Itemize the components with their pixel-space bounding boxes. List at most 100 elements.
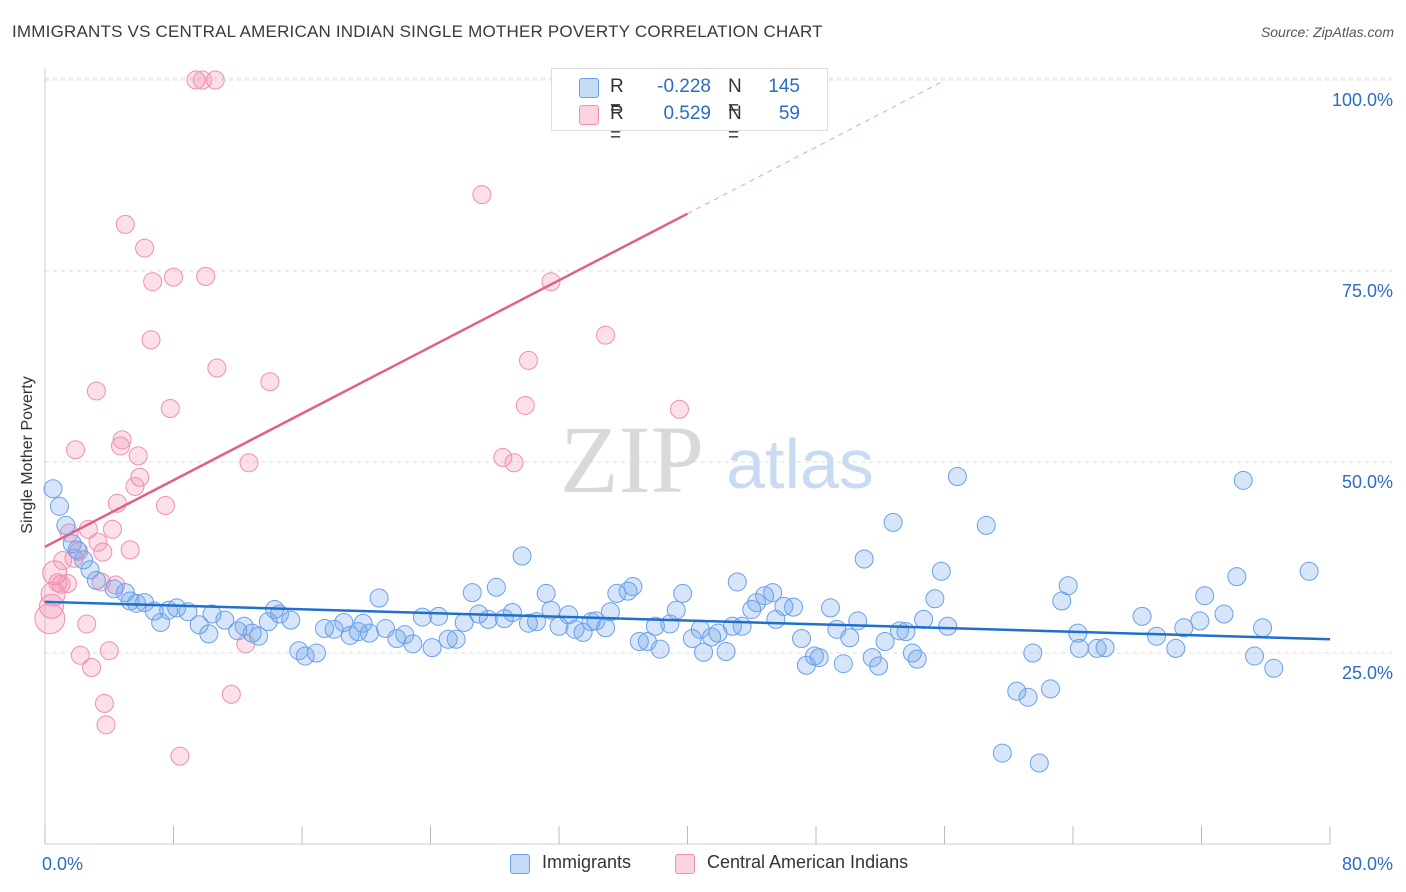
data-point-central-american-indians — [53, 551, 73, 571]
data-point-immigrants — [875, 632, 895, 652]
data-point-central-american-indians — [518, 350, 538, 370]
data-point-central-american-indians — [239, 453, 259, 473]
data-point-immigrants — [607, 583, 627, 603]
data-point-immigrants — [536, 583, 556, 603]
data-point-immigrants — [848, 611, 868, 631]
data-point-central-american-indians — [120, 540, 140, 560]
data-point-central-american-indians — [110, 436, 130, 456]
data-point-immigrants — [559, 605, 579, 625]
data-point-central-american-indians — [155, 496, 175, 516]
gridlines — [45, 77, 1392, 654]
data-point-central-american-indians — [143, 272, 163, 292]
legend-n-value: 145 — [768, 76, 800, 97]
data-point-immigrants — [833, 654, 853, 674]
data-point-immigrants — [1245, 646, 1265, 666]
correlation-legend: R = -0.228 N = 145 R = 0.529 N = 59 — [551, 68, 828, 146]
data-point-immigrants — [486, 577, 506, 597]
data-point-immigrants — [462, 583, 482, 603]
data-point-immigrants — [258, 612, 278, 632]
data-point-central-american-indians — [135, 238, 155, 258]
data-point-immigrants — [1023, 643, 1043, 663]
data-point-central-american-indians — [141, 330, 161, 350]
y-tick-label: 25.0% — [1342, 663, 1393, 683]
data-point-immigrants — [1069, 638, 1089, 658]
data-point-immigrants — [49, 496, 69, 516]
data-point-immigrants — [281, 610, 301, 630]
data-point-central-american-indians — [66, 440, 86, 460]
data-point-immigrants — [369, 588, 389, 608]
data-point-central-american-indians — [99, 641, 119, 661]
data-point-immigrants — [732, 616, 752, 636]
data-point-immigrants — [446, 629, 466, 649]
data-point-immigrants — [774, 596, 794, 616]
data-point-immigrants — [314, 619, 334, 639]
chart-title: IMMIGRANTS VS CENTRAL AMERICAN INDIAN SI… — [12, 22, 823, 41]
legend-r-value: 0.529 — [663, 103, 711, 124]
data-point-central-american-indians — [40, 581, 66, 607]
data-point-central-american-indians — [130, 467, 150, 487]
data-point-immigrants — [763, 583, 783, 603]
data-point-immigrants — [1018, 687, 1038, 707]
trend-line-extension — [687, 80, 945, 215]
legend-swatch-blue — [579, 78, 599, 98]
data-point-immigrants — [429, 606, 449, 626]
data-point-immigrants — [1029, 753, 1049, 773]
data-point-immigrants — [67, 540, 87, 560]
data-point-immigrants — [840, 628, 860, 648]
data-point-immigrants — [541, 600, 561, 620]
legend-n-label: N = — [728, 76, 742, 119]
data-point-central-american-indians — [196, 266, 216, 286]
data-point-immigrants — [167, 598, 187, 618]
legend-label-immigrants: Immigrants — [542, 852, 632, 872]
legend-swatch-pink — [579, 105, 599, 125]
data-point-immigrants — [809, 648, 829, 668]
data-point-immigrants — [359, 623, 379, 643]
data-point-immigrants — [673, 583, 693, 603]
series-legend: Immigrants Central American Indians — [0, 852, 1406, 878]
legend-label-central-american-indians: Central American Indians — [707, 852, 909, 872]
tick-labels: 25.0% 50.0% 75.0% 100.0% 0.0% 80.0% — [42, 90, 1393, 874]
data-point-immigrants — [1214, 604, 1234, 624]
data-point-central-american-indians — [93, 542, 113, 562]
data-point-immigrants — [645, 616, 665, 636]
data-point-immigrants — [56, 515, 76, 535]
data-point-immigrants — [586, 611, 606, 631]
data-point-central-american-indians — [205, 70, 225, 90]
data-point-central-american-indians — [94, 693, 114, 713]
data-point-immigrants — [1233, 470, 1253, 490]
data-point-immigrants — [573, 622, 593, 642]
data-point-immigrants — [1166, 638, 1186, 658]
x-tick-label: 0.0% — [42, 854, 83, 874]
legend-swatch-pink — [675, 854, 695, 874]
data-point-immigrants — [820, 598, 840, 618]
data-point-immigrants — [883, 512, 903, 532]
data-point-immigrants — [43, 479, 63, 499]
data-point-immigrants — [1058, 576, 1078, 596]
y-tick-label: 100.0% — [1332, 90, 1393, 110]
data-point-central-american-indians — [57, 573, 77, 593]
data-point-immigrants — [144, 601, 164, 621]
data-point-central-american-indians — [504, 453, 524, 473]
y-tick-label: 50.0% — [1342, 472, 1393, 492]
data-point-central-american-indians — [515, 395, 535, 415]
data-point-immigrants — [600, 602, 620, 622]
data-point-central-american-indians — [207, 358, 227, 378]
data-point-immigrants — [716, 641, 736, 661]
data-point-central-american-indians — [128, 446, 148, 466]
data-point-immigrants — [992, 743, 1012, 763]
trend-lines — [44, 80, 1331, 641]
data-point-central-american-indians — [102, 519, 122, 539]
data-point-central-american-indians — [88, 532, 108, 552]
data-point-central-american-indians — [596, 325, 616, 345]
data-point-immigrants — [666, 600, 686, 620]
data-point-immigrants — [104, 579, 124, 599]
data-point-immigrants — [650, 639, 670, 659]
data-point-immigrants — [80, 560, 100, 580]
data-point-central-american-indians — [472, 185, 492, 205]
series-central-american-indians — [34, 70, 689, 766]
legend-r-label: R = — [610, 76, 624, 119]
y-tick-label: 75.0% — [1342, 281, 1393, 301]
data-point-central-american-indians — [170, 746, 190, 766]
data-point-immigrants — [792, 628, 812, 648]
